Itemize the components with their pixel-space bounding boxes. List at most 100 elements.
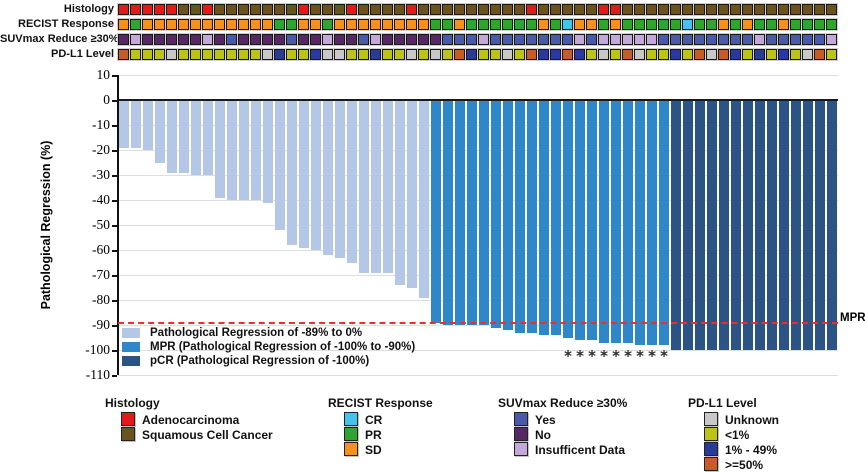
pdl1-square (765, 48, 778, 61)
legend-swatch (514, 412, 528, 426)
recist-square (285, 18, 298, 31)
recist-square (381, 18, 394, 31)
histology-square (417, 3, 430, 16)
legend-swatch (704, 442, 718, 456)
y-tick-label: -110 (85, 367, 110, 382)
suvmax-square (237, 33, 250, 46)
histology-square (117, 3, 130, 16)
legend-swatch (704, 412, 718, 426)
legend-label: CR (365, 413, 383, 427)
y-tick-mark (112, 150, 117, 152)
recist-square (705, 18, 718, 31)
suvmax-square (561, 33, 574, 46)
histology-square (801, 3, 814, 16)
legend-label: No (535, 428, 551, 442)
histology-square (129, 3, 142, 16)
suvmax-square (657, 33, 670, 46)
recist-square (441, 18, 454, 31)
plot-legend-item: Pathological Regression of -89% to 0% (122, 327, 472, 339)
track-label-histology: Histology (63, 3, 114, 15)
suvmax-square (729, 33, 742, 46)
asterisk: * (648, 347, 656, 365)
bar-pcr (731, 101, 741, 350)
recist-square (669, 18, 682, 31)
histology-square (609, 3, 622, 16)
pdl1-square (501, 48, 514, 61)
pdl1-square (177, 48, 190, 61)
bar-pcr (683, 101, 693, 350)
legend-label: 1% - 49% (725, 443, 778, 457)
y-tick-label: -70 (92, 267, 110, 282)
legend-swatch (514, 442, 528, 456)
legend-group-title: SUVmax Reduce ≥30% (498, 396, 628, 410)
bar-light (119, 101, 129, 148)
legend-label: PR (365, 428, 382, 442)
pdl1-square (753, 48, 766, 61)
recist-square (693, 18, 706, 31)
histology-square (813, 3, 826, 16)
suvmax-square (429, 33, 442, 46)
bar-pcr (743, 101, 753, 350)
y-tick-mark (112, 350, 117, 352)
suvmax-square (573, 33, 586, 46)
bar-light (143, 101, 153, 150)
suvmax-square (345, 33, 358, 46)
histology-square (177, 3, 190, 16)
bar-light (179, 101, 189, 173)
gridline (118, 375, 838, 376)
pdl1-square (513, 48, 526, 61)
suvmax-square (201, 33, 214, 46)
histology-square (345, 3, 358, 16)
bar-mpr (647, 101, 657, 345)
legend-item: Yes (514, 412, 684, 427)
histology-square (477, 3, 490, 16)
legend-group-title: RECIST Response (328, 396, 433, 410)
suvmax-square (513, 33, 526, 46)
pdl1-square (345, 48, 358, 61)
gridline (118, 200, 838, 201)
bar-mpr (467, 101, 477, 325)
legend-swatch (704, 457, 718, 471)
histology-square (237, 3, 250, 16)
track-label-suvmax: SUVmax Reduce ≥30% (0, 33, 119, 45)
suvmax-square (465, 33, 478, 46)
recist-square (261, 18, 274, 31)
recist-square (189, 18, 202, 31)
pdl1-square (249, 48, 262, 61)
y-tick-label: 10 (96, 67, 111, 82)
y-tick-label: -100 (85, 342, 110, 357)
suvmax-square (441, 33, 454, 46)
histology-square (213, 3, 226, 16)
bar-light (215, 101, 225, 198)
y-tick-label: -30 (92, 167, 110, 182)
gridline (118, 175, 838, 176)
pdl1-square (801, 48, 814, 61)
pdl1-square (789, 48, 802, 61)
bar-light (287, 101, 297, 245)
legend-label: Unknown (725, 413, 779, 427)
suvmax-square (369, 33, 382, 46)
pdl1-square (417, 48, 430, 61)
bar-mpr (659, 101, 669, 345)
suvmax-square (801, 33, 814, 46)
histology-square (513, 3, 526, 16)
suvmax-square (753, 33, 766, 46)
suvmax-square (273, 33, 286, 46)
suvmax-square (249, 33, 262, 46)
pdl1-square (777, 48, 790, 61)
legend-swatch (121, 427, 135, 441)
y-axis-line (117, 75, 119, 375)
suvmax-square (717, 33, 730, 46)
histology-square (621, 3, 634, 16)
pdl1-square (813, 48, 826, 61)
bar-pcr (803, 101, 813, 350)
legend-item: Unknown (704, 412, 865, 427)
pdl1-square (429, 48, 442, 61)
pdl1-square (321, 48, 334, 61)
pdl1-square (189, 48, 202, 61)
y-tick-mark (112, 75, 117, 77)
pdl1-square (369, 48, 382, 61)
recist-square (813, 18, 826, 31)
suvmax-square (213, 33, 226, 46)
recist-square (321, 18, 334, 31)
